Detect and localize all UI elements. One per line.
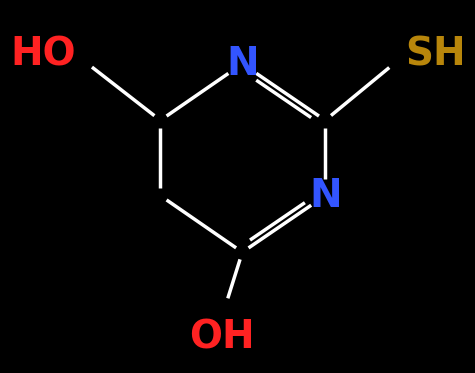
Text: OH: OH [189, 318, 255, 356]
Text: HO: HO [10, 35, 76, 73]
Text: N: N [226, 45, 258, 83]
Text: SH: SH [405, 35, 466, 73]
Text: N: N [309, 177, 342, 214]
